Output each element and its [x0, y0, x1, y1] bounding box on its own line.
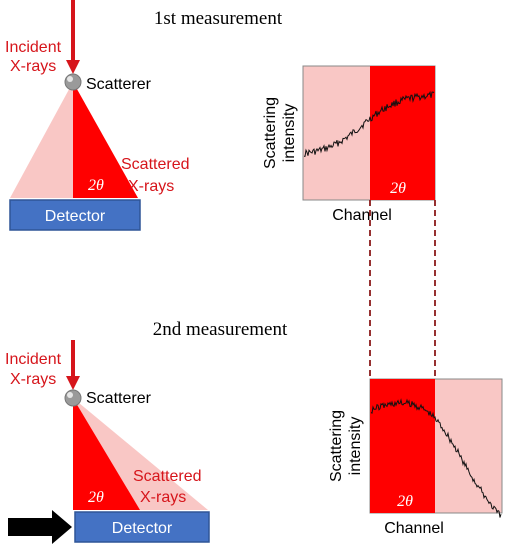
plot-1: 2θ Channel Scattering intensity — [262, 65, 436, 224]
plot-2-intensity-trace — [370, 398, 502, 518]
plot-1-intensity-trace — [303, 90, 435, 157]
plot-1-ylabel-line1: Scattering — [262, 97, 279, 169]
sphere-icon — [64, 389, 82, 407]
panel-2-title: 2nd measurement — [153, 319, 288, 340]
incident-arrowhead — [66, 376, 80, 390]
scatterer-label: Scatterer — [86, 390, 152, 407]
scattering-cone-light — [10, 82, 73, 198]
sphere-highlight — [67, 392, 73, 398]
sphere-icon — [64, 73, 82, 91]
panel-2: 2nd measurement Incident X-rays Scattere… — [5, 319, 503, 544]
incident-label-line1: Incident — [5, 351, 62, 368]
detector — [74, 511, 210, 543]
panel-1: 1st measurement Incident X-rays Scattere… — [5, 0, 436, 231]
plot-2-ylabel: Scattering intensity — [328, 410, 364, 482]
plot-2-ylabel-line2: intensity — [347, 417, 364, 476]
detector-label: Detector — [45, 208, 106, 225]
panel-1-title: 1st measurement — [154, 8, 283, 29]
plot-2-xlabel: Channel — [384, 520, 444, 537]
scattering-cone — [73, 398, 140, 510]
angle-label: 2θ — [88, 489, 104, 506]
scattering-cone — [73, 82, 138, 198]
incident-arrowhead — [66, 60, 80, 74]
scatterer-label: Scatterer — [86, 76, 152, 93]
plot-1-angle-label: 2θ — [390, 180, 406, 197]
incident-label-line1: Incident — [5, 39, 62, 56]
scattered-label-line1: Scattered — [121, 156, 189, 173]
plot-2-angle-window — [370, 379, 435, 513]
incident-label-line2: X-rays — [10, 371, 56, 388]
plot-1-xlabel: Channel — [332, 207, 392, 224]
detector-label: Detector — [112, 520, 173, 537]
plot-2: 2θ Channel Scattering intensity — [328, 378, 503, 537]
plot-2-ylabel-line1: Scattering — [328, 410, 345, 482]
arrow-right-icon — [8, 510, 72, 544]
scattered-label-line1: Scattered — [133, 468, 201, 485]
scattered-label-line2: X-rays — [128, 178, 174, 195]
plot-1-angle-window — [370, 66, 435, 200]
plot-2-angle-label: 2θ — [397, 493, 413, 510]
scattered-label-line2: X-rays — [140, 489, 186, 506]
plot-1-ylabel: Scattering intensity — [262, 97, 298, 169]
angle-label: 2θ — [88, 177, 104, 194]
plot-1-ylabel-line2: intensity — [281, 104, 298, 163]
incident-label-line2: X-rays — [10, 58, 56, 75]
detector — [9, 199, 141, 231]
sphere-highlight — [67, 76, 73, 82]
